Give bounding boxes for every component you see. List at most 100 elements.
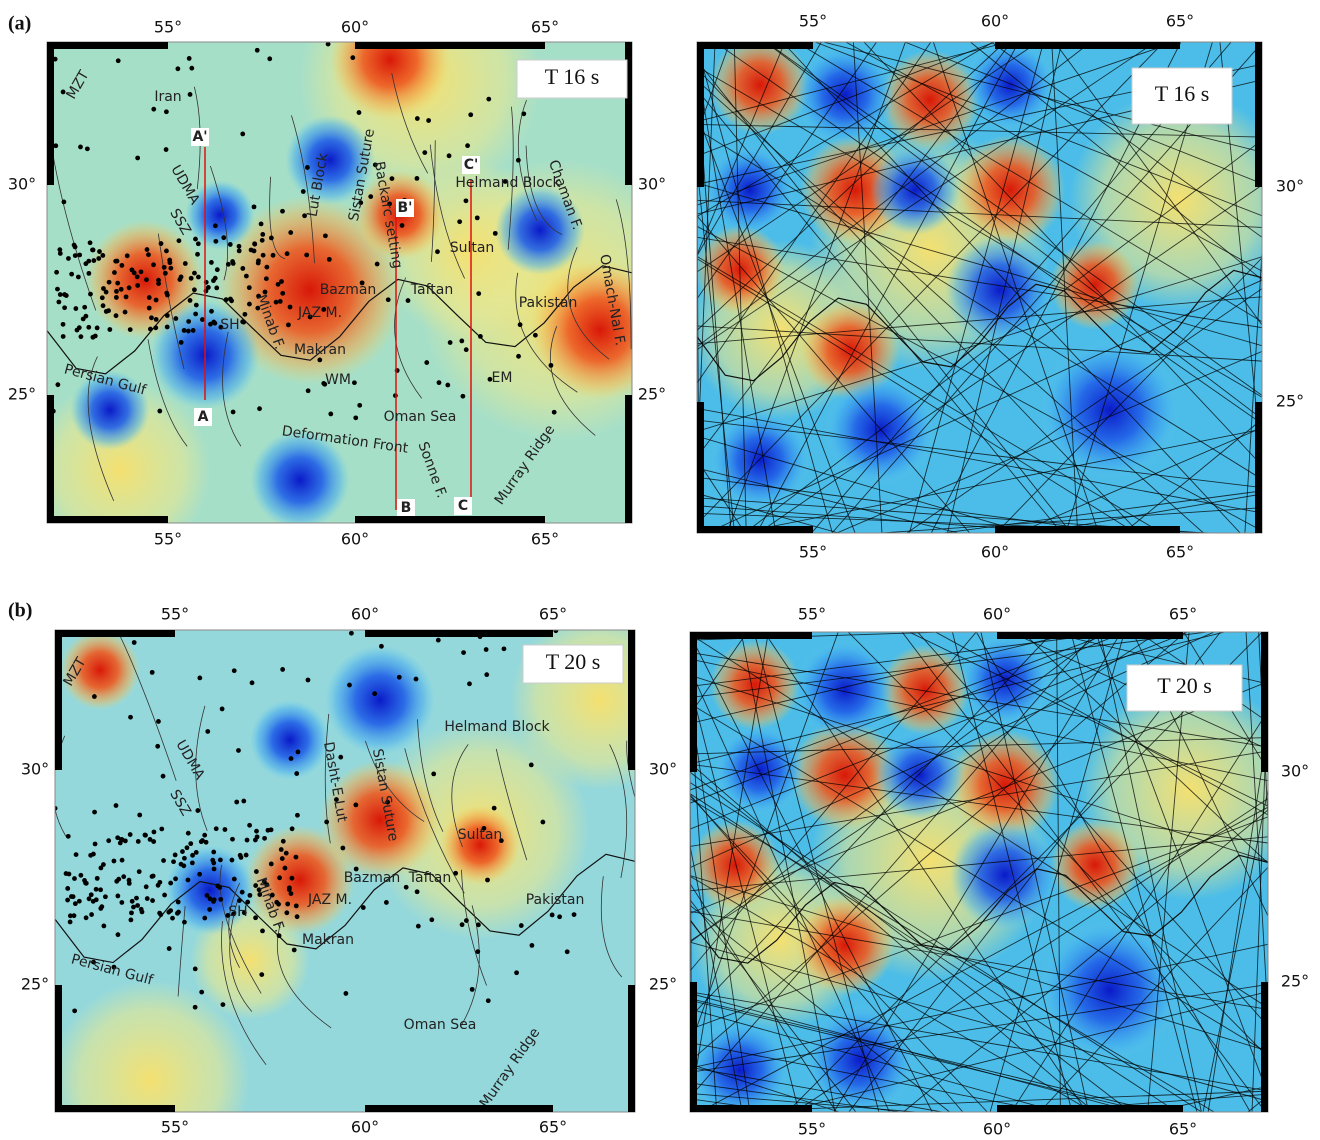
- seismic-event: [260, 238, 265, 243]
- map: 55°60°65°55°60°65°30°25°T 16 s: [690, 12, 1304, 562]
- seismic-event: [353, 415, 358, 420]
- seismic-event: [552, 410, 557, 415]
- seismic-event: [106, 838, 111, 843]
- seismic-event: [240, 266, 245, 271]
- seismic-event: [99, 904, 104, 909]
- seismic-event: [180, 849, 185, 854]
- seismic-event: [550, 913, 555, 918]
- seismic-event: [97, 249, 102, 254]
- seismic-event: [162, 265, 167, 270]
- seismic-event: [90, 248, 95, 253]
- seismic-event: [306, 388, 311, 393]
- seismic-event: [81, 317, 86, 322]
- map-label: Iran: [154, 89, 181, 105]
- seismic-event: [68, 913, 73, 918]
- seismic-event: [518, 322, 523, 327]
- seismic-event: [153, 325, 158, 330]
- seismic-event: [193, 312, 198, 317]
- seismic-event: [280, 209, 285, 214]
- seismic-event: [279, 847, 284, 852]
- map-label: Oman Sea: [384, 409, 457, 425]
- seismic-event: [104, 309, 109, 314]
- seismic-event: [416, 924, 421, 929]
- seismic-event: [252, 204, 257, 209]
- seismic-event: [353, 802, 358, 807]
- map-label: Bazman: [320, 282, 377, 298]
- seismic-event: [62, 200, 67, 205]
- lon-tick-label: 65°: [531, 530, 559, 549]
- seismic-event: [228, 242, 233, 247]
- seismic-event: [75, 328, 80, 333]
- seismic-event: [486, 998, 491, 1003]
- lon-tick-label: 55°: [799, 12, 827, 31]
- seismic-event: [286, 322, 291, 327]
- seismic-event: [285, 251, 290, 256]
- seismic-event: [62, 292, 67, 297]
- seismic-event: [514, 970, 519, 975]
- seismic-event: [294, 903, 299, 908]
- lat-tick-label: 25°: [8, 385, 36, 404]
- seismic-event: [230, 259, 235, 264]
- seismic-event: [144, 277, 149, 282]
- seismic-event: [347, 683, 352, 688]
- lon-tick-label: 60°: [341, 530, 369, 549]
- seismic-event: [230, 858, 235, 863]
- seismic-event: [156, 719, 161, 724]
- seismic-event: [65, 886, 70, 891]
- seismic-event: [484, 672, 489, 677]
- lon-tick-label: 60°: [983, 1120, 1011, 1139]
- seismic-event: [166, 910, 171, 915]
- seismic-event: [453, 871, 458, 876]
- seismic-event: [241, 799, 246, 804]
- seismic-event: [294, 855, 299, 860]
- lon-tick-label: 55°: [798, 605, 826, 624]
- seismic-event: [179, 340, 184, 345]
- lat-tick-label: 25°: [638, 385, 666, 404]
- seismic-event: [361, 905, 366, 910]
- seismic-event: [155, 744, 160, 749]
- seismic-event: [107, 327, 112, 332]
- seismic-event: [132, 640, 137, 645]
- seismic-event: [114, 289, 119, 294]
- lon-tick-label: 55°: [799, 543, 827, 562]
- frame-bar: [697, 402, 704, 533]
- seismic-event: [91, 852, 96, 857]
- seismic-event: [431, 772, 436, 777]
- seismic-event: [457, 219, 462, 224]
- lon-tick-label: 55°: [154, 18, 182, 37]
- seismic-event: [343, 991, 348, 996]
- seismic-event: [254, 829, 259, 834]
- seismic-event: [57, 247, 62, 252]
- seismic-event: [76, 275, 81, 280]
- seismic-event: [295, 914, 300, 919]
- seismic-event: [470, 987, 475, 992]
- seismic-event: [252, 249, 257, 254]
- frame-bar: [697, 42, 813, 49]
- seismic-event: [173, 876, 178, 881]
- seismic-event: [177, 238, 182, 243]
- lon-tick-label: 55°: [161, 605, 189, 624]
- lon-tick-label: 65°: [539, 605, 567, 624]
- seismic-event: [120, 837, 125, 842]
- seismic-event: [54, 270, 59, 275]
- seismic-event: [231, 410, 236, 415]
- seismic-event: [236, 748, 241, 753]
- seismic-event: [86, 259, 91, 264]
- frame-bar: [997, 1105, 1183, 1112]
- seismic-event: [255, 48, 260, 53]
- frame-bar: [690, 982, 697, 1112]
- seismic-event: [279, 279, 284, 284]
- seismic-event: [205, 729, 210, 734]
- seismic-event: [475, 215, 480, 220]
- seismic-event: [215, 267, 220, 272]
- seismic-event: [100, 295, 105, 300]
- lat-tick-label: 25°: [1276, 392, 1304, 411]
- seismic-event: [206, 285, 211, 290]
- lon-tick-label: 60°: [351, 1118, 379, 1137]
- seismic-event: [530, 943, 535, 948]
- seismic-event: [253, 915, 258, 920]
- seismic-event: [221, 235, 226, 240]
- seismic-event: [549, 363, 554, 368]
- frame-bar: [690, 632, 812, 639]
- seismic-event: [212, 867, 217, 872]
